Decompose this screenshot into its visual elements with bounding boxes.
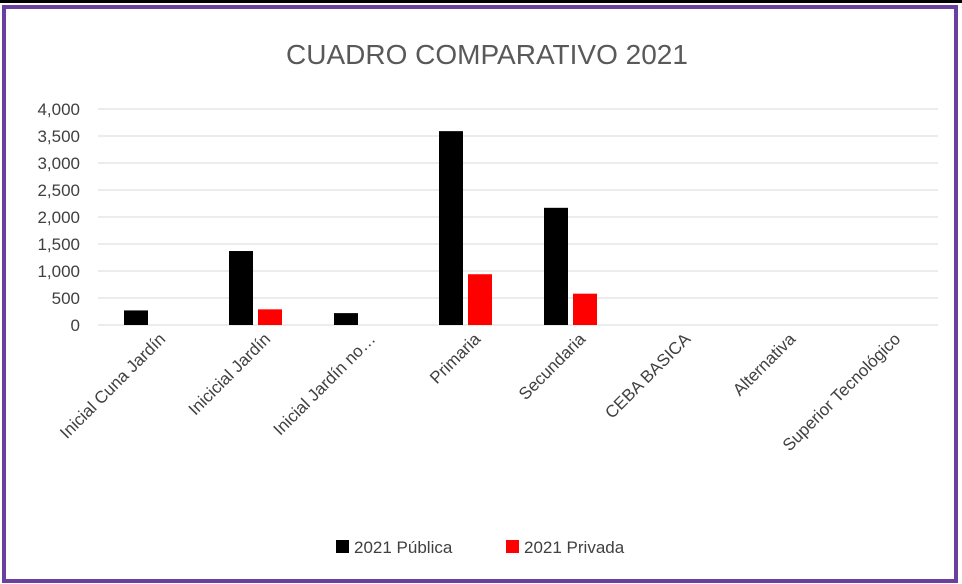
legend-swatch bbox=[506, 540, 519, 553]
bar-publica bbox=[124, 310, 148, 325]
legend-label: 2021 Pública bbox=[354, 538, 453, 557]
category-label: Superior Tecnológico bbox=[779, 329, 904, 454]
bar-privada bbox=[468, 274, 492, 325]
bar-publica bbox=[334, 313, 358, 325]
y-tick-label: 3,500 bbox=[37, 127, 80, 146]
category-label: Secundaria bbox=[515, 329, 590, 404]
category-label: Inicial Cuna Jardín bbox=[56, 329, 169, 442]
y-tick-label: 3,000 bbox=[37, 154, 80, 173]
chart-title: CUADRO COMPARATIVO 2021 bbox=[286, 39, 688, 70]
category-label: Primaria bbox=[426, 329, 485, 388]
category-label: Alternativa bbox=[729, 329, 800, 400]
legend-label: 2021 Privada bbox=[524, 538, 625, 557]
y-tick-label: 1,000 bbox=[37, 262, 80, 281]
category-labels: Inicial Cuna Jardín Inicicial JardínInici… bbox=[56, 329, 904, 455]
y-tick-label: 2,500 bbox=[37, 181, 80, 200]
y-tick-label: 0 bbox=[71, 316, 80, 335]
legend: 2021 Pública 2021 Privada bbox=[336, 538, 625, 557]
category-label: Inicial Jardín no… bbox=[270, 329, 380, 439]
y-tick-label: 2,000 bbox=[37, 208, 80, 227]
y-tick-label: 4,000 bbox=[37, 100, 80, 119]
category-label: CEBA BASICA bbox=[601, 329, 694, 422]
bar-privada bbox=[573, 293, 597, 325]
bar-publica bbox=[439, 131, 463, 325]
bar-privada bbox=[258, 309, 282, 325]
top-border-line bbox=[0, 0, 962, 3]
gridlines bbox=[98, 108, 938, 326]
legend-swatch bbox=[336, 540, 349, 553]
bar-publica bbox=[229, 251, 253, 325]
y-tick-label: 1,500 bbox=[37, 235, 80, 254]
y-tick-label: 500 bbox=[52, 289, 80, 308]
bar-publica bbox=[544, 207, 568, 325]
y-axis-ticks: 0 500 1,000 1,500 2,000 2,500 3,000 3,500 4,000 bbox=[37, 100, 80, 335]
category-label: Inicicial Jardín bbox=[185, 329, 275, 419]
bars bbox=[124, 131, 597, 325]
